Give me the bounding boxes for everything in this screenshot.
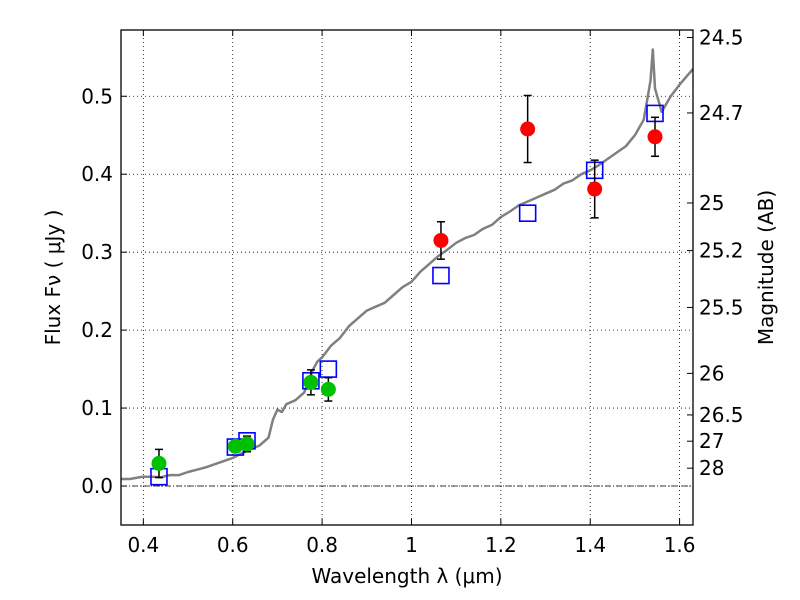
- green-data-point: [239, 436, 255, 452]
- right-axis-label: Magnitude (AB): [754, 190, 778, 345]
- observed-fluxes: [151, 94, 663, 479]
- spectrum-line: [121, 48, 694, 481]
- green-data-point: [227, 438, 243, 454]
- x-tick-label: 1.2: [485, 533, 517, 557]
- x-tick-label: 0.6: [217, 533, 249, 557]
- plot-frame: [120, 29, 694, 526]
- right-tick-label: 24.5: [699, 25, 744, 49]
- model-square-point: [432, 266, 450, 285]
- model-square-point: [319, 360, 338, 378]
- axis-ticks: [121, 30, 693, 525]
- x-tick-label: 0.4: [127, 533, 159, 557]
- x-tick-label: 0.8: [306, 533, 338, 557]
- model-square-point: [518, 204, 537, 222]
- green-data-point: [303, 374, 319, 390]
- x-tick-label: 1.6: [664, 533, 696, 557]
- y-axis-label: Flux Fν ( μJy ): [41, 210, 65, 346]
- right-tick-label: 25.5: [699, 295, 744, 319]
- y-tick-label: 0.1: [81, 396, 113, 420]
- red-data-point: [587, 181, 603, 197]
- y-tick-label: 0.5: [81, 84, 113, 108]
- x-tick-label: 1: [405, 533, 418, 557]
- y-tick-label: 0.4: [81, 162, 113, 186]
- right-tick-label: 28: [699, 456, 724, 480]
- x-tick-label: 1.4: [574, 533, 606, 557]
- y-tick-label: 0.2: [81, 318, 113, 342]
- tick-labels: 0.4 0.6 0.8 1 1.2 1.4 1.6 0.0 0.1 0.2 0.3 0.4 0.5 24.…: [81, 25, 743, 557]
- y-tick-label: 0.0: [81, 474, 113, 498]
- grid: [121, 30, 693, 525]
- x-axis-label: Wavelength λ (μm): [311, 564, 502, 588]
- right-tick-label: 27: [699, 429, 724, 453]
- green-data-point: [151, 455, 167, 471]
- right-tick-label: 25.2: [699, 239, 744, 263]
- green-data-point: [320, 381, 336, 397]
- model-band-fluxes: [150, 104, 664, 486]
- right-tick-label: 25: [699, 191, 724, 215]
- right-tick-label: 24.7: [699, 101, 744, 125]
- right-tick-label: 26.5: [699, 403, 744, 427]
- model-spectrum: [121, 48, 694, 481]
- y-tick-label: 0.3: [81, 240, 113, 264]
- red-data-point: [520, 121, 536, 137]
- red-data-point: [647, 129, 663, 145]
- red-data-point: [433, 232, 449, 248]
- right-tick-label: 26: [699, 361, 724, 385]
